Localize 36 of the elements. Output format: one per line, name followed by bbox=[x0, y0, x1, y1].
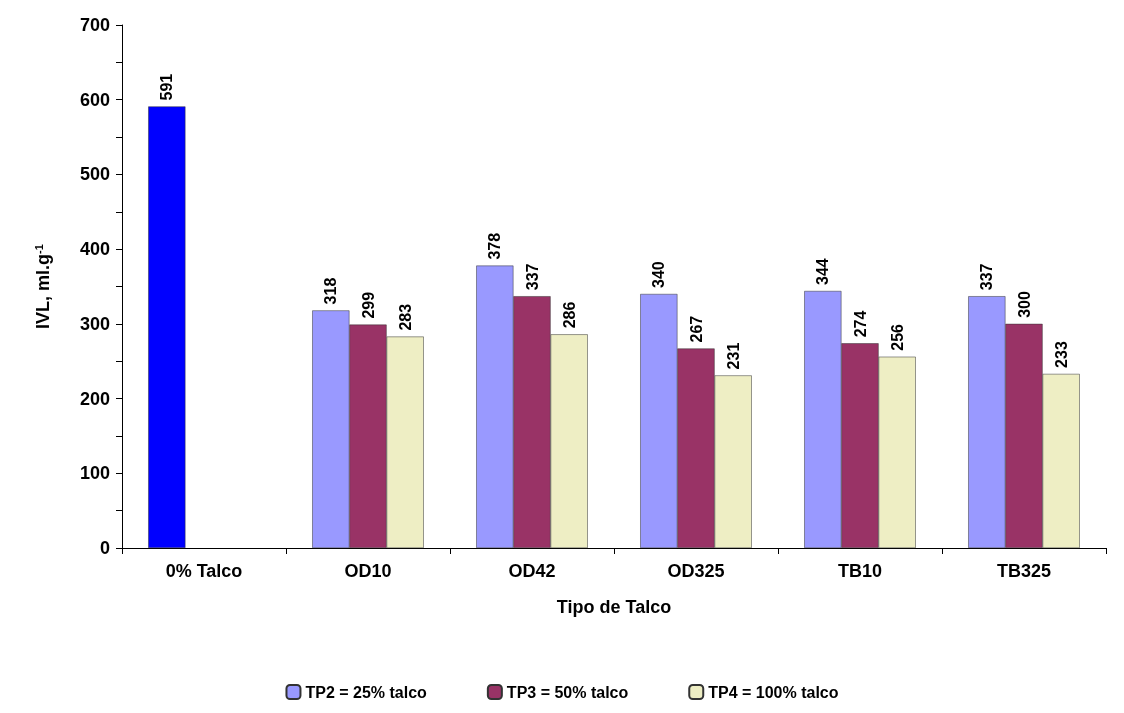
data-label: 256 bbox=[888, 323, 906, 351]
data-label: 591 bbox=[158, 73, 176, 101]
data-label: 318 bbox=[322, 277, 340, 305]
data-label: 340 bbox=[650, 261, 668, 288]
x-axis-title: Tipo de Talco bbox=[556, 597, 672, 617]
y-tick-label: 700 bbox=[79, 15, 110, 35]
x-tick-label: 0% Talco bbox=[165, 561, 243, 581]
data-label: 286 bbox=[560, 301, 578, 329]
x-tick-label: OD10 bbox=[344, 561, 392, 581]
y-tick-label: 200 bbox=[79, 388, 110, 409]
x-tick-label: OD325 bbox=[667, 561, 725, 581]
data-label: 233 bbox=[1052, 341, 1070, 368]
x-tick-label: TB325 bbox=[996, 561, 1052, 581]
data-label: 283 bbox=[396, 303, 414, 331]
legend-label: TP3 = 50% talco bbox=[506, 683, 629, 701]
data-label: 344 bbox=[814, 258, 832, 285]
data-label: 299 bbox=[359, 291, 377, 319]
y-axis-title: IVL, ml.g-1 bbox=[32, 244, 53, 329]
legend-label: TP4 = 100% talco bbox=[708, 683, 839, 701]
data-label: 337 bbox=[523, 263, 541, 291]
data-label: 337 bbox=[978, 263, 996, 291]
y-tick-label: 0 bbox=[99, 538, 110, 558]
bar bbox=[148, 106, 186, 548]
y-tick-label: 300 bbox=[79, 313, 110, 334]
y-tick-label: 500 bbox=[79, 164, 110, 185]
data-label: 300 bbox=[1015, 291, 1033, 318]
data-label: 378 bbox=[486, 232, 504, 260]
data-label: 231 bbox=[724, 342, 742, 370]
x-tick-label: TB10 bbox=[837, 561, 883, 581]
y-tick-label: 600 bbox=[79, 89, 110, 110]
y-tick-label: 100 bbox=[79, 463, 110, 484]
x-tick-label: OD42 bbox=[508, 561, 556, 581]
data-label: 267 bbox=[687, 315, 705, 343]
data-label: 274 bbox=[851, 310, 869, 338]
y-tick-label: 400 bbox=[79, 239, 110, 260]
legend-label: TP2 = 25% talco bbox=[305, 683, 428, 701]
